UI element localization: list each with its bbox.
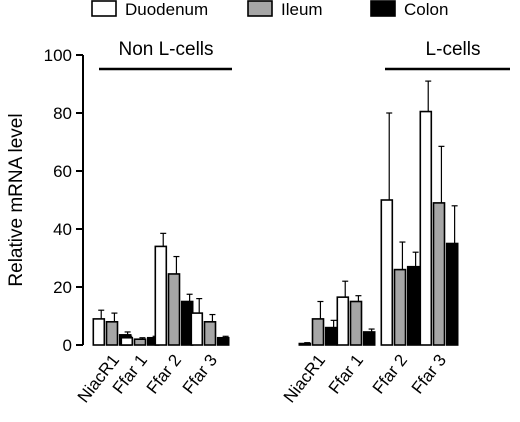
bar (203, 320, 217, 346)
bar (380, 199, 394, 346)
bar (105, 320, 119, 346)
bar (298, 342, 312, 346)
y-tick-label: 100 (44, 46, 72, 65)
bar (362, 331, 376, 346)
x-tick-label: Ffar 2 (143, 351, 185, 398)
bar (154, 245, 168, 346)
x-tick-label: Ffar 3 (179, 351, 221, 398)
y-axis: 0 20 40 60 80 100 (44, 46, 84, 355)
bar (336, 296, 350, 346)
group-label: L-cells (426, 39, 481, 60)
bar (216, 336, 230, 346)
bar (133, 338, 147, 346)
legend-swatch (247, 0, 273, 17)
bar (190, 312, 204, 346)
bar (120, 336, 134, 346)
bar (406, 265, 420, 346)
y-tick-label: 40 (53, 220, 72, 239)
bar (324, 326, 338, 346)
y-tick-label: 0 (63, 336, 72, 355)
legend: Duodenum Ileum Colon (91, 0, 448, 19)
bar (419, 110, 433, 346)
legend-label: Ileum (281, 0, 323, 19)
bars (92, 80, 459, 346)
y-tick-label: 80 (53, 104, 72, 123)
x-tick-label: Ffar 3 (408, 351, 450, 398)
legend-label: Colon (404, 0, 448, 19)
legend-label: Duodenum (125, 0, 208, 19)
legend-swatch (370, 0, 396, 17)
legend-swatch (91, 0, 117, 17)
y-tick-label: 20 (53, 278, 72, 297)
y-axis-label: Relative mRNA level (6, 113, 27, 286)
group-label: Non L-cells (118, 39, 213, 60)
bar (432, 202, 446, 346)
x-tick-label: NiacR1 (280, 351, 329, 407)
group-labels: Non L-cells L-cells (99, 39, 510, 71)
bar (349, 300, 363, 346)
bar (311, 318, 325, 346)
bar (445, 242, 459, 346)
bar (92, 318, 106, 346)
y-tick-label: 60 (53, 162, 72, 181)
bar (393, 268, 407, 346)
x-tick-label: Ffar 2 (369, 351, 411, 398)
bar (167, 273, 181, 346)
x-tick-label: Ffar 1 (325, 351, 367, 398)
